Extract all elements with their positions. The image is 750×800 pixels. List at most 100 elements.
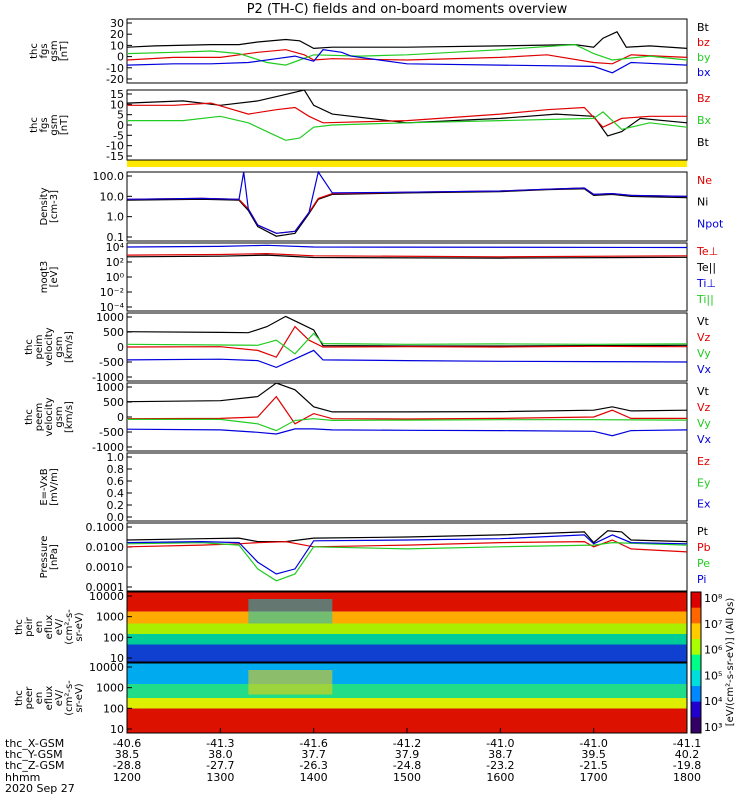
- series-Te_b: [126, 254, 688, 259]
- y-tick-label: 100: [103, 702, 124, 715]
- y-tick-label: 5: [117, 109, 124, 122]
- series-Vz: [126, 325, 688, 358]
- legend-entry: Ey: [697, 476, 711, 489]
- series-Vy: [127, 418, 688, 432]
- footer-value: -23.2: [486, 759, 514, 772]
- chart-title: P2 (TH-C) fields and on-board moments ov…: [247, 2, 568, 17]
- y-tick-label: -10: [106, 62, 124, 75]
- legend-entry: Ni: [697, 196, 708, 209]
- y-tick-label: 10: [110, 652, 124, 665]
- y-tick-label: 10⁰: [106, 271, 125, 284]
- y-tick-label: 15: [110, 88, 124, 101]
- series-Bt: [126, 89, 688, 137]
- heatmap-band: [127, 644, 687, 662]
- legend-entry: by: [697, 51, 711, 64]
- y-tick-label: 0.1: [107, 231, 125, 244]
- heatmap-band: [127, 634, 687, 645]
- legend-entry: Vz: [697, 331, 711, 344]
- y-tick-label: 20: [110, 28, 124, 41]
- y-axis-label: Pressure: [39, 536, 50, 579]
- y-tick-label: 0.1000: [86, 521, 125, 534]
- colorbar-segment: [691, 686, 701, 703]
- legend-entry: Vt: [697, 315, 710, 328]
- footer-value: 1800: [673, 771, 701, 784]
- y-axis-label: thc: [14, 619, 25, 635]
- y-tick-label: 1000: [96, 311, 124, 324]
- y-tick-label: 0.6: [107, 475, 125, 488]
- footer-value: 40.2: [675, 748, 700, 761]
- y-tick-label: 1.0: [107, 211, 125, 224]
- colorbar-segment: [691, 654, 701, 671]
- y-axis-label: [km/s]: [64, 331, 75, 363]
- y-axis-label: fgs: [39, 117, 50, 132]
- legend-entry: Vt: [697, 385, 710, 398]
- y-tick-label: -500: [99, 356, 124, 369]
- footer-value: -41.1: [673, 737, 701, 750]
- legend-entry: Ne: [697, 174, 712, 187]
- y-axis-label: thc: [29, 117, 40, 133]
- footer-value: 1300: [206, 771, 234, 784]
- series-Vx: [126, 428, 688, 437]
- footer-value: 39.5: [581, 748, 606, 761]
- heatmap-feature: [248, 670, 333, 695]
- legend-entry: Bz: [697, 92, 711, 105]
- y-tick-label: 0: [117, 411, 124, 424]
- y-tick-label: 1.0: [107, 451, 125, 464]
- series-Ni: [126, 188, 688, 237]
- colorbar-segment: [691, 717, 701, 734]
- y-axis-label: [km/s]: [64, 401, 75, 433]
- y-tick-label: 0: [117, 119, 124, 132]
- series-Te: [126, 252, 688, 258]
- footer-value: -21.5: [579, 759, 607, 772]
- y-tick-label: 10000: [89, 590, 124, 603]
- colorbar-tick-label: 10³: [704, 721, 722, 734]
- y-axis-label: peim: [34, 334, 45, 359]
- footer-value: -24.8: [393, 759, 421, 772]
- footer-value: -28.8: [113, 759, 141, 772]
- footer-value: 38.0: [208, 748, 233, 761]
- legend-entry: Vz: [697, 401, 711, 414]
- y-axis-label: sr-eV): [74, 683, 85, 712]
- legend-entry: Vy: [697, 417, 711, 430]
- colorbar-segment: [691, 607, 701, 624]
- y-tick-label: 0.0010: [86, 561, 125, 574]
- y-axis-label: peem: [34, 403, 45, 431]
- y-axis-label: [eV]: [49, 267, 60, 288]
- y-axis-label: peer: [24, 686, 35, 710]
- y-axis-label: [nT]: [59, 41, 70, 61]
- footer-value: 37.9: [395, 748, 420, 761]
- panel-frame-fgs-gsm-a: [126, 18, 688, 84]
- footer-value: -19.8: [673, 759, 701, 772]
- panel-frame-e-vxb: [126, 452, 688, 522]
- y-tick-label: 0.0100: [86, 541, 125, 554]
- footer-row-label: thc_X-GSM: [5, 737, 64, 750]
- y-axis-label: velocity: [44, 397, 55, 436]
- y-tick-label: 0.2: [107, 499, 125, 512]
- series-Pi: [126, 534, 688, 575]
- legend-entry: bz: [697, 36, 710, 49]
- y-tick-label: 0.8: [107, 463, 125, 476]
- panel-frame-fgs-gsm-b: [126, 89, 688, 161]
- legend-entry: Pt: [697, 525, 709, 538]
- y-tick-label: -10: [106, 140, 124, 153]
- footer-value: -41.0: [486, 737, 514, 750]
- panel-frame-moments-t: [126, 242, 688, 312]
- y-axis-label: (cm²-s-: [64, 680, 75, 716]
- footer-row-label: hhmm: [5, 771, 40, 784]
- y-tick-label: 10: [110, 39, 124, 52]
- legend-entry: Ex: [697, 498, 711, 511]
- colorbar-segment: [691, 701, 701, 718]
- panel-frame-density: [126, 171, 688, 242]
- legend-entry: Ti||: [696, 293, 714, 306]
- y-axis-label: eV/: [54, 689, 65, 706]
- y-axis-label: thc: [24, 409, 35, 425]
- heatmap-band: [127, 592, 687, 612]
- heatmap-band: [127, 684, 687, 698]
- series-by: [126, 43, 688, 66]
- y-axis-label: [nPa]: [49, 544, 60, 570]
- y-tick-label: 10⁴: [106, 241, 125, 254]
- footer-value: -26.3: [299, 759, 327, 772]
- footer-value: 38.5: [115, 748, 140, 761]
- y-axis-label: thc: [24, 339, 35, 355]
- y-axis-label: [nT]: [59, 115, 70, 135]
